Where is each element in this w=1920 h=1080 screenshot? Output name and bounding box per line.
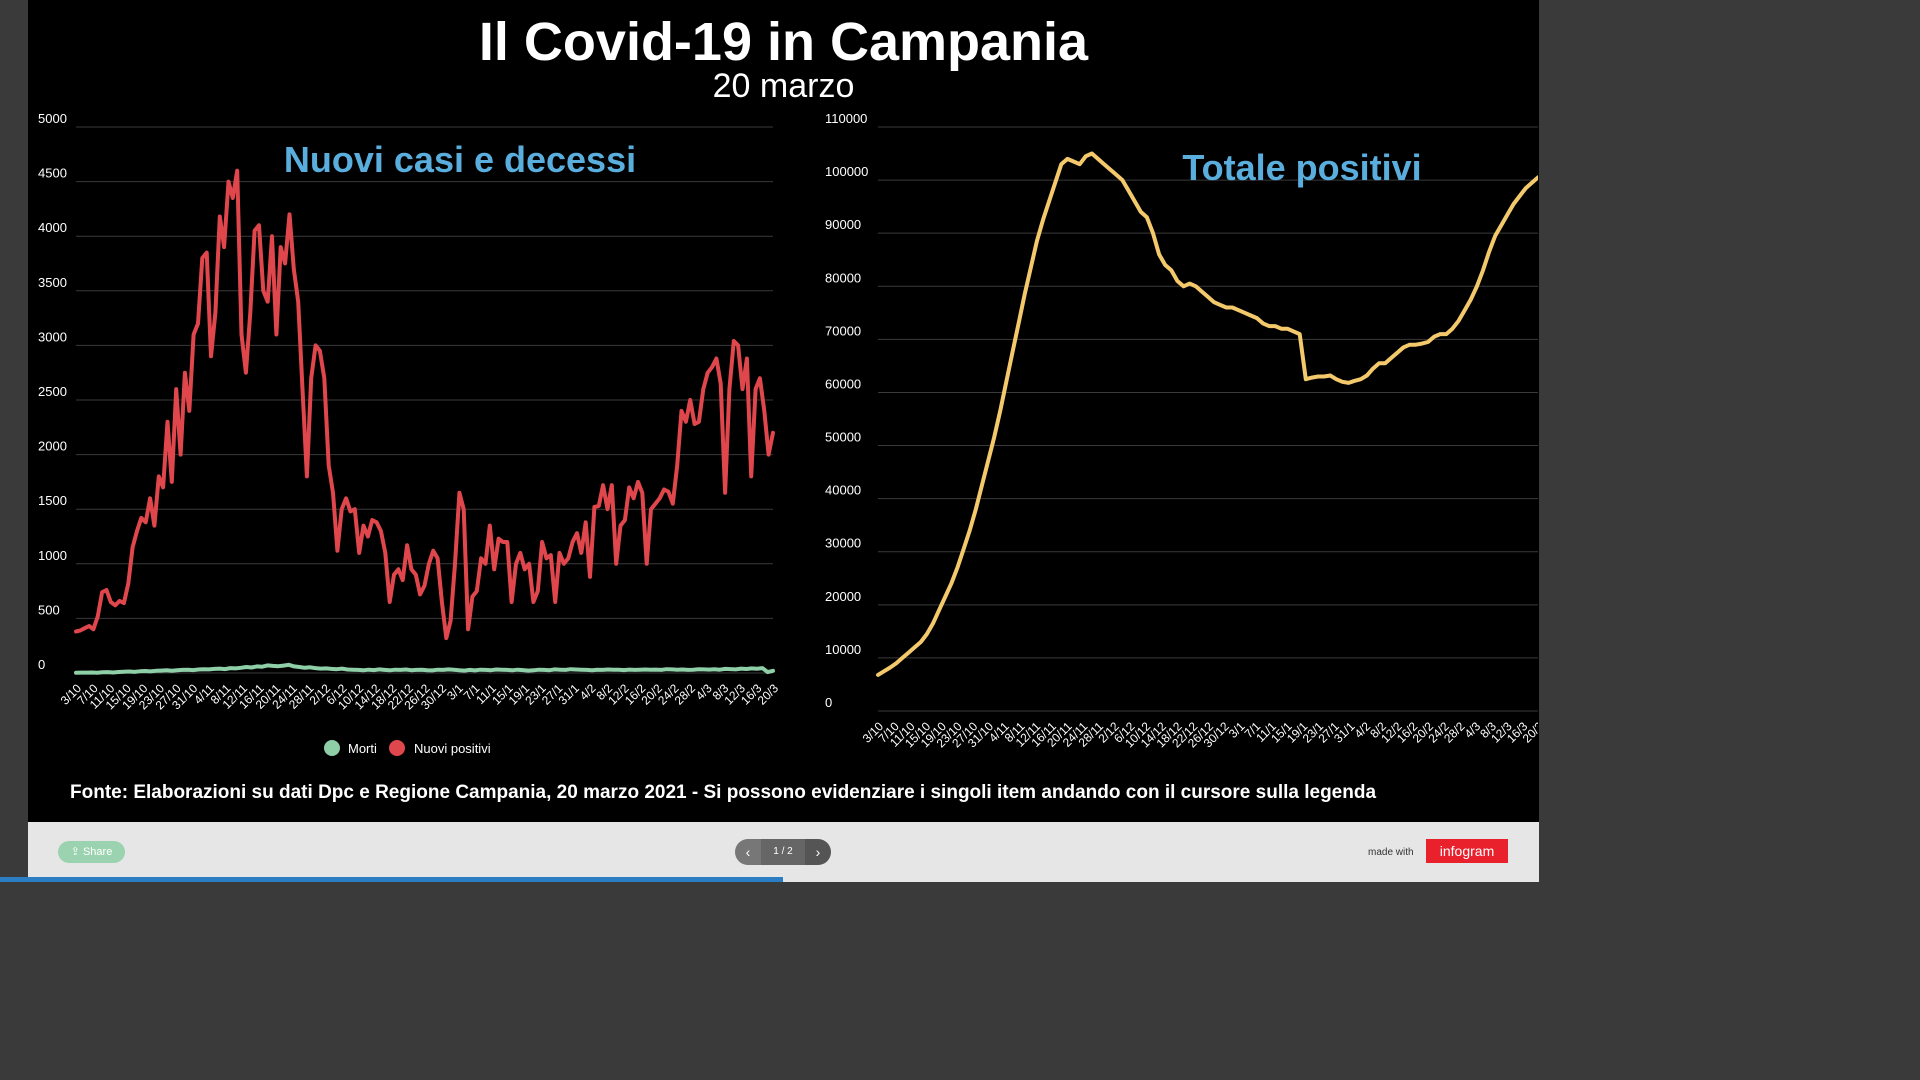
chevron-right-icon: ›	[815, 844, 821, 860]
legend-item-morti[interactable]: Morti	[324, 740, 377, 756]
share-button[interactable]: ⇪ Share	[58, 841, 125, 863]
chart-totale-positivi: 0 10000 20000 30000 40000 50000 60000 70000 8000…	[825, 111, 1538, 750]
y-tick-label: 110000	[825, 111, 867, 126]
legend-item-nuovi-positivi[interactable]: Nuovi positivi	[389, 740, 491, 756]
chart-title-nuovi-casi: Nuovi casi e decessi	[284, 139, 636, 180]
y-tick-label: 1000	[38, 548, 67, 563]
series-line-c2[interactable]	[876, 151, 1538, 677]
share-icon: ⇪	[70, 846, 83, 858]
infographic-canvas: Il Covid-19 in Campania 20 marzo 0 500 100…	[28, 0, 1539, 822]
y-tick-label: 500	[38, 602, 60, 617]
chart-title-totale-positivi: Totale positivi	[1182, 147, 1421, 188]
y-tick-label: 20000	[825, 589, 861, 604]
x-tick-label: 20/3	[755, 681, 782, 708]
prev-page-button[interactable]: ‹	[735, 839, 761, 865]
chart-nuovi-casi: 0 500 1000 1500 2000 2500 3000 3500 4000 4500 5000…	[38, 111, 782, 756]
y-tick-label: 3000	[38, 329, 67, 344]
series-line-morti[interactable]	[74, 662, 775, 675]
y-tick-label: 70000	[825, 323, 861, 338]
chevron-left-icon: ‹	[745, 844, 751, 860]
progress-bar	[0, 877, 783, 882]
legend-swatch-morti	[324, 740, 340, 756]
next-page-button[interactable]: ›	[805, 839, 831, 865]
y-tick-label: 2500	[38, 384, 67, 399]
y-tick-label: 4000	[38, 220, 67, 235]
y-tick-label: 50000	[825, 430, 861, 445]
y-tick-label: 30000	[825, 536, 861, 551]
pager: ‹ 1 / 2 ›	[735, 839, 831, 865]
y-tick-label: 10000	[825, 642, 861, 657]
y-tick-label: 90000	[825, 217, 861, 232]
page-subtitle: 20 marzo	[712, 67, 855, 105]
source-note: Fonte: Elaborazioni su dati Dpc e Region…	[70, 782, 1377, 803]
page-indicator: 1 / 2	[761, 839, 805, 865]
y-tick-label: 0	[825, 695, 832, 710]
infogram-logo[interactable]: infogram	[1426, 839, 1508, 863]
legend: Morti Nuovi positivi	[324, 740, 491, 756]
share-label: Share	[82, 846, 113, 858]
y-tick-label: 0	[38, 657, 45, 672]
y-tick-label: 80000	[825, 270, 861, 285]
series-line-nuovi-positivi[interactable]	[74, 168, 775, 641]
y-tick-label: 4500	[38, 166, 67, 181]
y-tick-label: 100000	[825, 164, 868, 179]
footer-bar: ⇪ Share ‹ 1 / 2 › made with infogram	[28, 822, 1539, 882]
y-tick-label: 2000	[38, 439, 67, 454]
y-tick-label: 1500	[38, 493, 67, 508]
legend-swatch-nuovi-positivi	[389, 740, 405, 756]
page-title: Il Covid-19 in Campania	[478, 12, 1089, 72]
legend-label-morti: Morti	[348, 741, 377, 756]
y-tick-label: 3500	[38, 275, 67, 290]
made-with-label: made with	[1368, 847, 1414, 858]
y-tick-label: 60000	[825, 376, 861, 391]
y-tick-label: 40000	[825, 483, 861, 498]
legend-label-nuovi-positivi: Nuovi positivi	[414, 741, 491, 756]
y-tick-label: 5000	[38, 111, 67, 126]
